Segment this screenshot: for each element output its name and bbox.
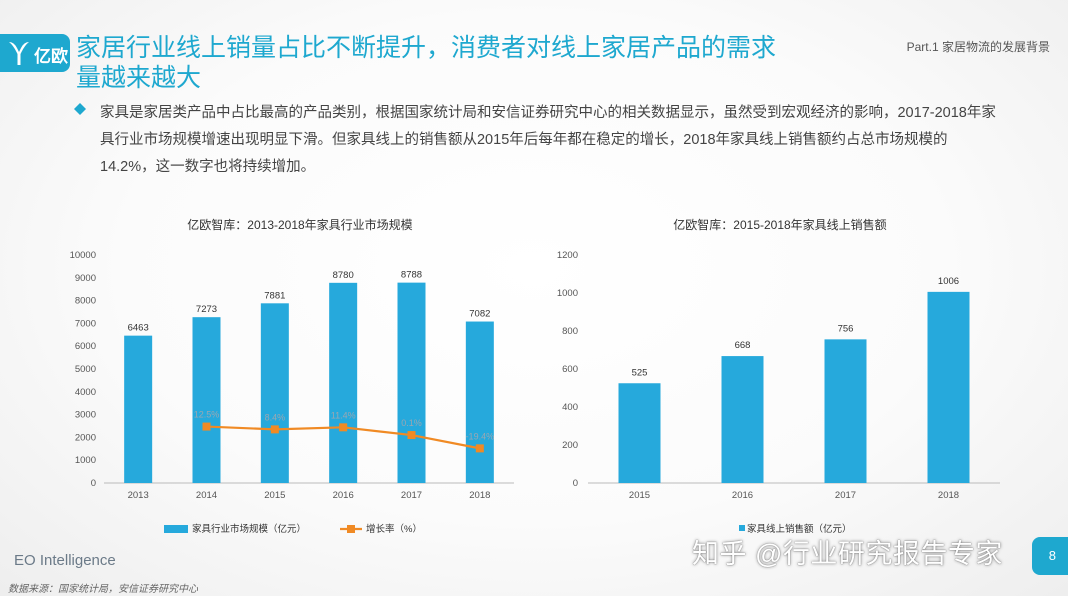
- growth-rate-marker: [407, 431, 416, 440]
- x-tick-label: 2016: [732, 490, 753, 501]
- y-tick-label: 0: [573, 478, 578, 489]
- watermark: 知乎 @行业研究报告专家: [692, 539, 1003, 569]
- y-tick-label: 1000: [557, 288, 578, 299]
- growth-rate-marker: [475, 444, 484, 453]
- growth-rate-label: 0.1%: [401, 418, 422, 428]
- x-tick-label: 2018: [938, 490, 959, 501]
- x-tick-label: 2013: [128, 490, 149, 501]
- x-tick-label: 2016: [333, 490, 354, 501]
- x-tick-label: 2017: [835, 490, 856, 501]
- bar-value-label: 8788: [401, 270, 422, 281]
- growth-rate-marker: [202, 422, 211, 431]
- bar: [329, 282, 358, 483]
- growth-rate-marker: [270, 425, 279, 434]
- bar: [465, 321, 494, 483]
- x-tick-label: 2015: [629, 490, 650, 501]
- data-source: 数据来源：国家统计局，安信证券研究中心: [8, 584, 198, 595]
- diamond-bullet-icon: [74, 103, 86, 115]
- bar: [618, 383, 661, 483]
- chart2-title: 亿欧智库：2015-2018年家具线上销售额: [673, 218, 887, 232]
- x-tick-label: 2015: [264, 490, 285, 501]
- legend-bar-label: 家具行业市场规模（亿元）: [192, 523, 306, 535]
- legend-bar-swatch: [739, 525, 745, 531]
- y-tick-label: 0: [91, 478, 96, 489]
- legend-bar-label: 家具线上销售额（亿元）: [747, 523, 852, 535]
- y-tick-label: 9000: [75, 273, 96, 284]
- logo-text: 亿欧: [34, 47, 68, 66]
- y-tick-label: 8000: [75, 296, 96, 307]
- bar: [397, 282, 426, 483]
- growth-rate-label: 8.4%: [265, 412, 286, 422]
- legend-line-label: 增长率（%）: [366, 523, 422, 535]
- bar-value-label: 756: [838, 323, 854, 334]
- bar: [721, 356, 764, 483]
- y-tick-label: 7000: [75, 318, 96, 329]
- bar-value-label: 1006: [938, 276, 959, 287]
- y-tick-label: 4000: [75, 387, 96, 398]
- bar-value-label: 668: [735, 340, 751, 351]
- chart1-title: 亿欧智库：2013-2018年家具行业市场规模: [187, 218, 413, 232]
- growth-rate-label: -19.4%: [466, 431, 495, 441]
- y-tick-label: 6000: [75, 341, 96, 352]
- part-label: 家居物流的发展背景: [941, 40, 1050, 54]
- y-tick-label: 600: [562, 364, 578, 375]
- y-tick-label: 800: [562, 326, 578, 337]
- legend-line-marker: [347, 525, 355, 533]
- chart1-market-size: 0 1000 2000 3000 4000 5000 6000 7000 8000 9000 100…: [70, 250, 514, 535]
- footer-brand: EO Intelligence: [14, 552, 116, 569]
- section-label: Part.1 家居物流的发展背景: [907, 38, 1050, 55]
- y-tick-label: 400: [562, 402, 578, 413]
- bar: [824, 339, 867, 483]
- legend-bar-swatch: [164, 525, 188, 533]
- y-tick-label: 10000: [70, 250, 96, 261]
- y-tick-label: 200: [562, 440, 578, 451]
- bar-value-label: 7082: [469, 309, 490, 320]
- bar: [260, 303, 289, 483]
- bar-value-label: 7273: [196, 304, 217, 315]
- bar: [927, 291, 970, 483]
- y-tick-label: 5000: [75, 364, 96, 375]
- bar-value-label: 7881: [264, 290, 285, 301]
- bar-value-label: 6463: [128, 323, 149, 334]
- chart2-online-sales: 0 200 400 600 800 1000 1200 525 2015 668 2016 756 20…: [557, 250, 1000, 535]
- page-tab: 8: [1032, 537, 1068, 575]
- bar-value-label: 8780: [333, 270, 354, 281]
- logo-y-icon: [9, 42, 29, 65]
- part-prefix: Part.1: [906, 40, 939, 54]
- page-title: 家居行业线上销量占比不断提升，消费者对线上家居产品的需求量越来越大: [76, 34, 777, 92]
- y-tick-label: 1200: [557, 250, 578, 261]
- x-tick-label: 2018: [469, 490, 490, 501]
- growth-rate-marker: [339, 423, 348, 432]
- x-tick-label: 2014: [196, 490, 217, 501]
- page-number: 8: [1048, 548, 1056, 563]
- intro-paragraph: 家具是家居类产品中占比最高的产品类别，根据国家统计局和安信证券研究中心的相关数据…: [100, 105, 996, 175]
- bar-value-label: 525: [632, 367, 648, 378]
- y-tick-label: 1000: [75, 455, 96, 466]
- growth-rate-label: 11.4%: [331, 410, 356, 420]
- bar: [124, 335, 153, 483]
- growth-rate-label: 12.5%: [194, 410, 220, 420]
- bar: [192, 317, 221, 483]
- logo-tab: 亿欧: [0, 34, 70, 72]
- y-tick-label: 3000: [75, 410, 96, 421]
- y-tick-label: 2000: [75, 432, 96, 443]
- x-tick-label: 2017: [401, 490, 422, 501]
